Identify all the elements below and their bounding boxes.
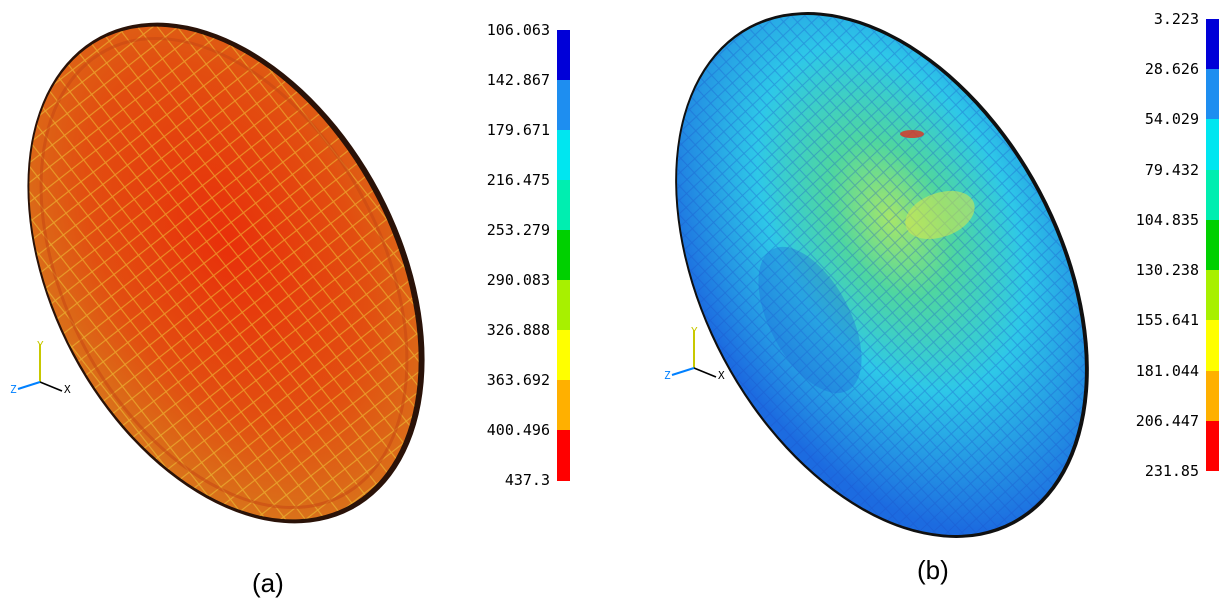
legend-value-label: 206.447 bbox=[1135, 411, 1199, 430]
legend-value-label: 79.432 bbox=[1144, 160, 1199, 179]
legend-color-band bbox=[557, 430, 570, 481]
panel-caption-b: (b) bbox=[917, 555, 949, 585]
legend-color-band bbox=[1206, 19, 1219, 70]
triad-y-label: Y bbox=[37, 339, 44, 352]
panel-b: Y Z X 3.223 28.626 54.029 79.432 104.835 130.… bbox=[610, 0, 1219, 603]
color-legend-b: 3.223 28.626 54.029 79.432 104.835 130.238 155… bbox=[1085, 10, 1219, 480]
legend-color-band bbox=[557, 380, 570, 431]
legend-color-band bbox=[1206, 420, 1219, 472]
triad-z-label: Z bbox=[10, 383, 17, 396]
legend-color-band bbox=[557, 80, 570, 131]
legend-color-band bbox=[557, 230, 570, 281]
legend-value-label: 155.641 bbox=[1135, 311, 1199, 330]
legend-value-label: 290.083 bbox=[486, 271, 550, 289]
legend-value-label: 437.3 bbox=[504, 471, 550, 489]
legend-color-band bbox=[557, 180, 570, 231]
legend-color-band bbox=[557, 130, 570, 181]
legend-value-label: 179.671 bbox=[486, 121, 550, 139]
legend-color-band bbox=[557, 30, 570, 81]
legend-color-band bbox=[1206, 320, 1219, 372]
legend-value-label: 3.223 bbox=[1153, 10, 1199, 28]
legend-colorbar bbox=[557, 30, 570, 481]
contour-plot-a: Y Z X bbox=[10, 22, 425, 524]
legend-color-band bbox=[557, 330, 570, 381]
axis-triad-a: Y Z X bbox=[10, 339, 71, 396]
triad-x-label: X bbox=[718, 369, 725, 382]
legend-value-label: 231.85 bbox=[1144, 462, 1199, 480]
legend-color-band bbox=[1206, 119, 1219, 171]
legend-value-label: 106.063 bbox=[486, 21, 550, 39]
legend-value-label: 363.692 bbox=[486, 371, 550, 389]
triad-z-label: Z bbox=[664, 369, 671, 382]
legend-value-label: 28.626 bbox=[1144, 60, 1199, 79]
panel-caption-a: (a) bbox=[252, 568, 284, 598]
legend-value-label: 400.496 bbox=[486, 421, 550, 439]
legend-value-label: 104.835 bbox=[1135, 210, 1199, 229]
color-legend-a: 106.063 142.867 179.671 216.475 253.279 290.0… bbox=[440, 21, 570, 489]
panel-a: Y Z X 106.063 142.867 179.671 216.475 253.27… bbox=[0, 0, 600, 603]
legend-value-label: 326.888 bbox=[486, 321, 550, 339]
legend-color-band bbox=[1206, 169, 1219, 221]
legend-value-label: 142.867 bbox=[486, 71, 550, 89]
legend-color-band bbox=[1206, 219, 1219, 271]
legend-color-band bbox=[557, 280, 570, 331]
legend-value-label: 216.475 bbox=[486, 171, 550, 189]
triad-y-label: Y bbox=[691, 325, 698, 338]
legend-value-label: 253.279 bbox=[486, 221, 550, 239]
legend-color-band bbox=[1206, 69, 1219, 120]
triad-x-label: X bbox=[64, 383, 71, 396]
contour-plot-b: Y Z X bbox=[664, 12, 1089, 538]
dish-a bbox=[27, 22, 425, 524]
legend-value-label: 54.029 bbox=[1144, 110, 1199, 129]
dish-b bbox=[675, 12, 1089, 538]
legend-color-band bbox=[1206, 270, 1219, 321]
legend-color-band bbox=[1206, 370, 1219, 422]
legend-value-label: 130.238 bbox=[1135, 261, 1199, 280]
axis-triad-b: Y Z X bbox=[664, 325, 725, 382]
legend-colorbar bbox=[1206, 19, 1219, 472]
legend-value-label: 181.044 bbox=[1135, 361, 1199, 380]
